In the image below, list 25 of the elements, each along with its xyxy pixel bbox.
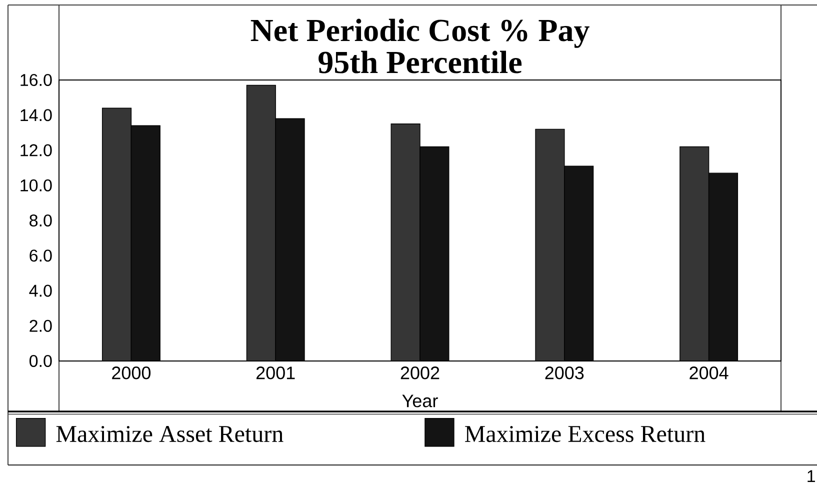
y-tick-label: 2.0 xyxy=(30,320,52,332)
y-tick-label: 6.0 xyxy=(30,250,52,262)
bar xyxy=(564,166,594,361)
legend-label: Maximize Asset Return xyxy=(56,426,284,442)
x-tick-label: 2002 xyxy=(400,366,440,380)
x-axis-title: Year xyxy=(402,394,438,408)
bar xyxy=(130,125,160,361)
y-tick-label: 16.0 xyxy=(20,74,52,86)
x-tick-label: 2003 xyxy=(545,366,584,380)
y-tick-label: 10.0 xyxy=(20,179,52,192)
legend-label: Maximize Excess Return xyxy=(465,426,706,442)
text: 1 xyxy=(808,470,815,482)
chart-title: Net Periodic Cost % Pay xyxy=(250,18,590,48)
x-tick-label: 2001 xyxy=(256,366,295,380)
y-tick-label: 8.0 xyxy=(30,214,52,227)
y-tick-label: 0.0 xyxy=(29,354,52,368)
bar xyxy=(420,146,450,361)
y-tick-label: 12.0 xyxy=(20,144,52,156)
x-tick-label: 2004 xyxy=(690,366,728,380)
y-tick-label: 14.0 xyxy=(20,109,52,122)
bar xyxy=(275,118,305,361)
x-tick-label: 2000 xyxy=(112,366,151,380)
y-tick-label: 4.0 xyxy=(29,284,52,297)
chart-subtitle: 95th Percentile xyxy=(318,50,522,74)
bar xyxy=(708,172,738,361)
